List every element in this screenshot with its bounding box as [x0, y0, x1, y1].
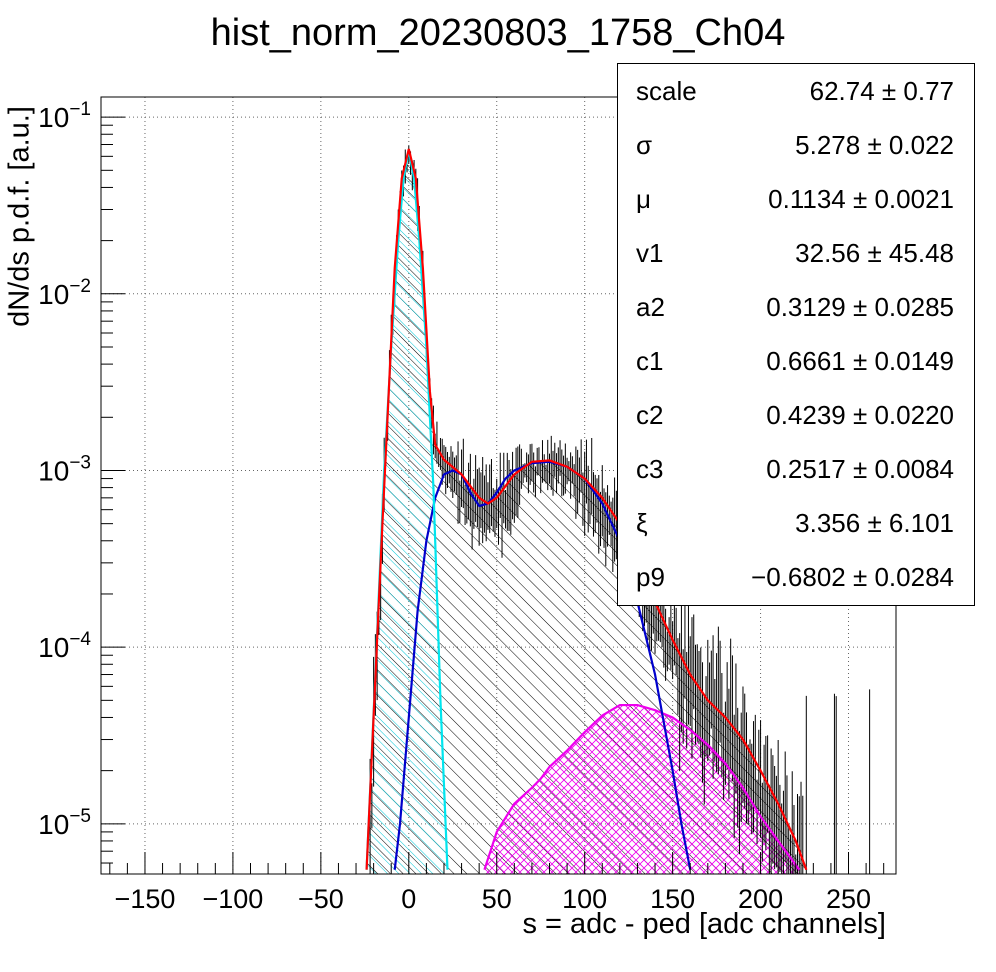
- stat-value: 0.6661 ± 0.0149: [766, 346, 954, 376]
- stat-row-c2: c2 0.4239 ± 0.0220: [618, 388, 974, 442]
- y-tick-label: 10−4: [38, 629, 91, 663]
- stat-row-xi: ξ 3.356 ± 6.101: [618, 496, 974, 550]
- x-tick-label: −150: [115, 884, 176, 914]
- chart-title: hist_norm_20230803_1758_Ch04: [210, 12, 786, 54]
- stat-value: 0.3129 ± 0.0285: [766, 292, 954, 322]
- stat-row-c3: c3 0.2517 ± 0.0084: [618, 442, 974, 496]
- stat-name: σ: [636, 130, 653, 160]
- stat-name: c3: [636, 454, 664, 484]
- stat-name: a2: [636, 292, 665, 322]
- stat-row-scale: scale 62.74 ± 0.77: [618, 64, 974, 118]
- stat-name: μ: [636, 184, 651, 214]
- stat-row-c1: c1 0.6661 ± 0.0149: [618, 334, 974, 388]
- magenta-hatch-fill: [484, 705, 800, 874]
- x-axis-label: s = adc - ped [adc channels]: [522, 908, 886, 940]
- stat-value: 32.56 ± 45.48: [795, 238, 954, 268]
- stat-name: ξ: [636, 508, 648, 538]
- x-tick-label: −100: [202, 884, 263, 914]
- stat-value: 0.1134 ± 0.0021: [768, 184, 954, 214]
- stat-name: v1: [636, 238, 664, 268]
- stat-row-p9: p9 −0.6802 ± 0.0284: [618, 550, 974, 604]
- y-tick-label: 10−2: [38, 276, 91, 310]
- stat-value: −0.6802 ± 0.0284: [751, 562, 954, 592]
- fit-curve-line: [483, 703, 801, 871]
- stat-name: c1: [636, 346, 664, 376]
- cyan-hatch-fill: [366, 150, 448, 874]
- stat-value: 0.2517 ± 0.0084: [766, 454, 954, 484]
- total-hatch-fill: [366, 149, 807, 874]
- component-fills: [366, 149, 807, 874]
- x-tick-label: 100: [562, 884, 607, 914]
- y-tick-label: 10−1: [38, 99, 91, 133]
- fit-curve-line: [365, 148, 808, 871]
- stat-value: 3.356 ± 6.101: [795, 508, 954, 538]
- stat-row-a2: a2 0.3129 ± 0.0285: [618, 280, 974, 334]
- x-tick-label: −50: [298, 884, 344, 914]
- stat-value: 62.74 ± 0.77: [809, 76, 954, 106]
- fit-statistics-box: scale 62.74 ± 0.77 σ 5.278 ± 0.022 μ 0.1…: [617, 63, 975, 606]
- stat-value: 0.4239 ± 0.0220: [766, 400, 954, 430]
- y-tick-label: 10−5: [38, 806, 91, 840]
- axis-ticks: −150 −100 −50 0 50 100 150 200 250 10−5 10−4 10−3 10…: [38, 99, 885, 914]
- x-tick-label: 250: [826, 884, 871, 914]
- stat-row-v1: v1 32.56 ± 45.48: [618, 226, 974, 280]
- x-tick-label: 50: [482, 884, 512, 914]
- stat-name: scale: [636, 76, 697, 106]
- x-tick-label: 200: [738, 884, 783, 914]
- x-tick-label: 150: [650, 884, 695, 914]
- x-tick-label: 0: [401, 884, 416, 914]
- y-tick-label: 10−3: [38, 452, 91, 486]
- y-axis-label: dN/ds p.d.f. [a.u.]: [3, 106, 36, 327]
- stat-name: c2: [636, 400, 664, 430]
- stat-row-sigma: σ 5.278 ± 0.022: [618, 118, 974, 172]
- stat-value: 5.278 ± 0.022: [795, 130, 954, 160]
- stat-name: p9: [636, 562, 665, 592]
- stat-row-mu: μ 0.1134 ± 0.0021: [618, 172, 974, 226]
